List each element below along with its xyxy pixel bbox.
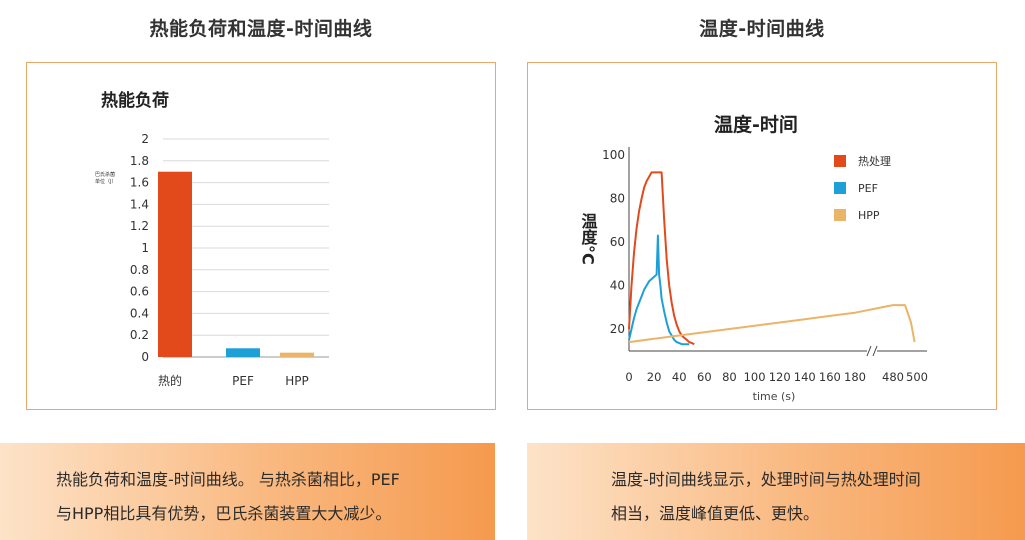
- line-x-tick-label: 180: [844, 370, 866, 384]
- line-x-tick-label: 60: [697, 370, 712, 384]
- legend-label: HPP: [858, 209, 880, 222]
- bar-y-tick-label: 1.2: [130, 219, 149, 233]
- line-x-tick-label: 120: [769, 370, 791, 384]
- bar-2: [280, 352, 314, 357]
- line-x-tick-label: 20: [647, 370, 662, 384]
- temperature-time-chart-box: 温度-时间 20 40 60 80 100 0 20 40 60 80 100 120 140 160 1…: [527, 62, 997, 410]
- right-panel-title: 温度-时间曲线: [699, 18, 825, 40]
- bar-1: [226, 348, 260, 357]
- line-x-tick-label: 0: [625, 370, 632, 384]
- line-y-axis-label: 温度°C: [579, 213, 599, 265]
- line-y-tick-label: 60: [610, 235, 625, 249]
- bar-y-tick-label: 1: [141, 241, 149, 255]
- series-line-1: [628, 234, 690, 346]
- bar-y-tick-label: 0.8: [130, 263, 149, 277]
- line-x-tick-label: 160: [819, 370, 841, 384]
- bar-0: [158, 171, 192, 357]
- legend-label: PEF: [858, 182, 878, 195]
- legend-label: 热处理: [858, 155, 891, 168]
- bar-y-tick-label: 0: [141, 350, 149, 364]
- line-x-axis-label: time (s): [753, 390, 796, 403]
- line-x-tick-label: 40: [672, 370, 687, 384]
- series-line-2: [628, 304, 916, 344]
- thermal-load-chart-box: 热能负荷 0 0.2 0.4 0.6 0.8 1 1.2 1.4 1.6 1.8 2 热的 PEF HP…: [26, 62, 496, 410]
- right-caption-line-2: 相当，温度峰值更低、更快。: [611, 504, 820, 523]
- line-x-tick-label: 100: [744, 370, 766, 384]
- legend-swatch: [834, 182, 846, 194]
- left-panel-title: 热能负荷和温度-时间曲线: [149, 18, 373, 40]
- right-caption: 温度-时间曲线显示，处理时间与热处理时间 相当，温度峰值更低、更快。: [527, 443, 1025, 540]
- bar-y-tick-label: 1.8: [130, 154, 149, 168]
- legend-swatch: [834, 155, 846, 167]
- left-caption: 热能负荷和温度-时间曲线。 与热杀菌相比，PEF 与HPP相比具有优势，巴氏杀菌…: [0, 443, 495, 540]
- bar-y-tick-label: 0.4: [130, 306, 149, 320]
- line-y-tick-label: 40: [610, 279, 625, 293]
- line-y-tick-label: 20: [610, 322, 625, 336]
- bar-category-label: HPP: [285, 374, 309, 388]
- bar-y-tick-label: 0.6: [130, 285, 149, 299]
- line-chart-title: 温度-时间: [714, 113, 798, 136]
- line-y-tick-label: 80: [610, 192, 625, 206]
- line-x-tick-label: 140: [794, 370, 816, 384]
- axis-break-mark: [866, 345, 878, 357]
- thermal-load-bar-chart: 热能负荷 0 0.2 0.4 0.6 0.8 1 1.2 1.4 1.6 1.8 2 热的 PEF HP…: [95, 90, 329, 388]
- line-x-tick-label: 500: [906, 370, 928, 384]
- bar-y-tick-label: 2: [141, 132, 149, 146]
- bar-small-label-line-1: 巴氏杀菌: [95, 171, 115, 178]
- legend-swatch: [834, 209, 846, 221]
- series-line-0: [628, 171, 695, 346]
- bar-category-label: 热的: [158, 373, 182, 388]
- right-caption-line-1: 温度-时间曲线显示，处理时间与热处理时间: [611, 470, 921, 489]
- line-x-tick-label: 480: [882, 370, 904, 384]
- bar-chart-title: 热能负荷: [101, 90, 169, 111]
- line-y-tick-label: 100: [602, 148, 625, 162]
- bar-category-label: PEF: [232, 374, 254, 388]
- bar-small-label-line-2: 单位（J）: [95, 178, 116, 185]
- bar-y-tick-label: 1.4: [130, 197, 149, 211]
- bar-y-tick-label: 0.2: [130, 328, 149, 342]
- left-caption-line-1: 热能负荷和温度-时间曲线。 与热杀菌相比，PEF: [56, 470, 400, 489]
- line-x-tick-label: 80: [722, 370, 737, 384]
- bar-y-tick-label: 1.6: [130, 176, 149, 190]
- left-caption-line-2: 与HPP相比具有优势，巴氏杀菌装置大大减少。: [56, 504, 392, 523]
